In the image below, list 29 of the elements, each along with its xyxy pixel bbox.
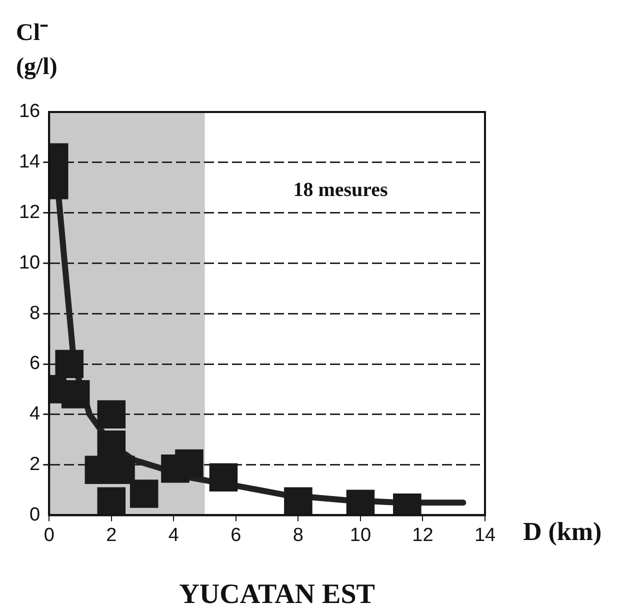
- x-tick-label: 8: [292, 524, 304, 546]
- y-tick-label: 12: [18, 202, 40, 224]
- point: [97, 400, 126, 429]
- y-tick-label: 10: [18, 252, 40, 274]
- point: [284, 487, 312, 516]
- y-axis-title: Cl⁻ (g/l): [16, 20, 58, 80]
- x-tick-label: 12: [412, 524, 434, 546]
- point: [209, 463, 238, 492]
- y-tick-label: 8: [30, 302, 40, 324]
- x-axis-title: D (km): [523, 517, 602, 546]
- y-tick-label: 2: [30, 454, 40, 476]
- y-tick-label: 4: [30, 404, 41, 425]
- y-tick-label: 0: [30, 504, 40, 526]
- point: [55, 350, 84, 378]
- y-tick-label: 6: [30, 353, 40, 374]
- annotation: 18 mesures: [293, 179, 388, 201]
- text: YUCATAN EST: [179, 579, 376, 610]
- y-tick-label: 14: [18, 152, 41, 173]
- x-tick-label: 14: [474, 524, 496, 546]
- y-tick-label: 16: [18, 101, 40, 122]
- x-tick-label: 2: [106, 524, 117, 546]
- x-tick-label: 6: [230, 524, 242, 546]
- point: [175, 449, 204, 478]
- x-tick-label: 0: [44, 524, 54, 546]
- point: [130, 480, 158, 508]
- x-tick-label: 4: [168, 524, 180, 546]
- point: [97, 487, 126, 516]
- point: [61, 380, 90, 408]
- x-tick-label: 10: [350, 524, 372, 546]
